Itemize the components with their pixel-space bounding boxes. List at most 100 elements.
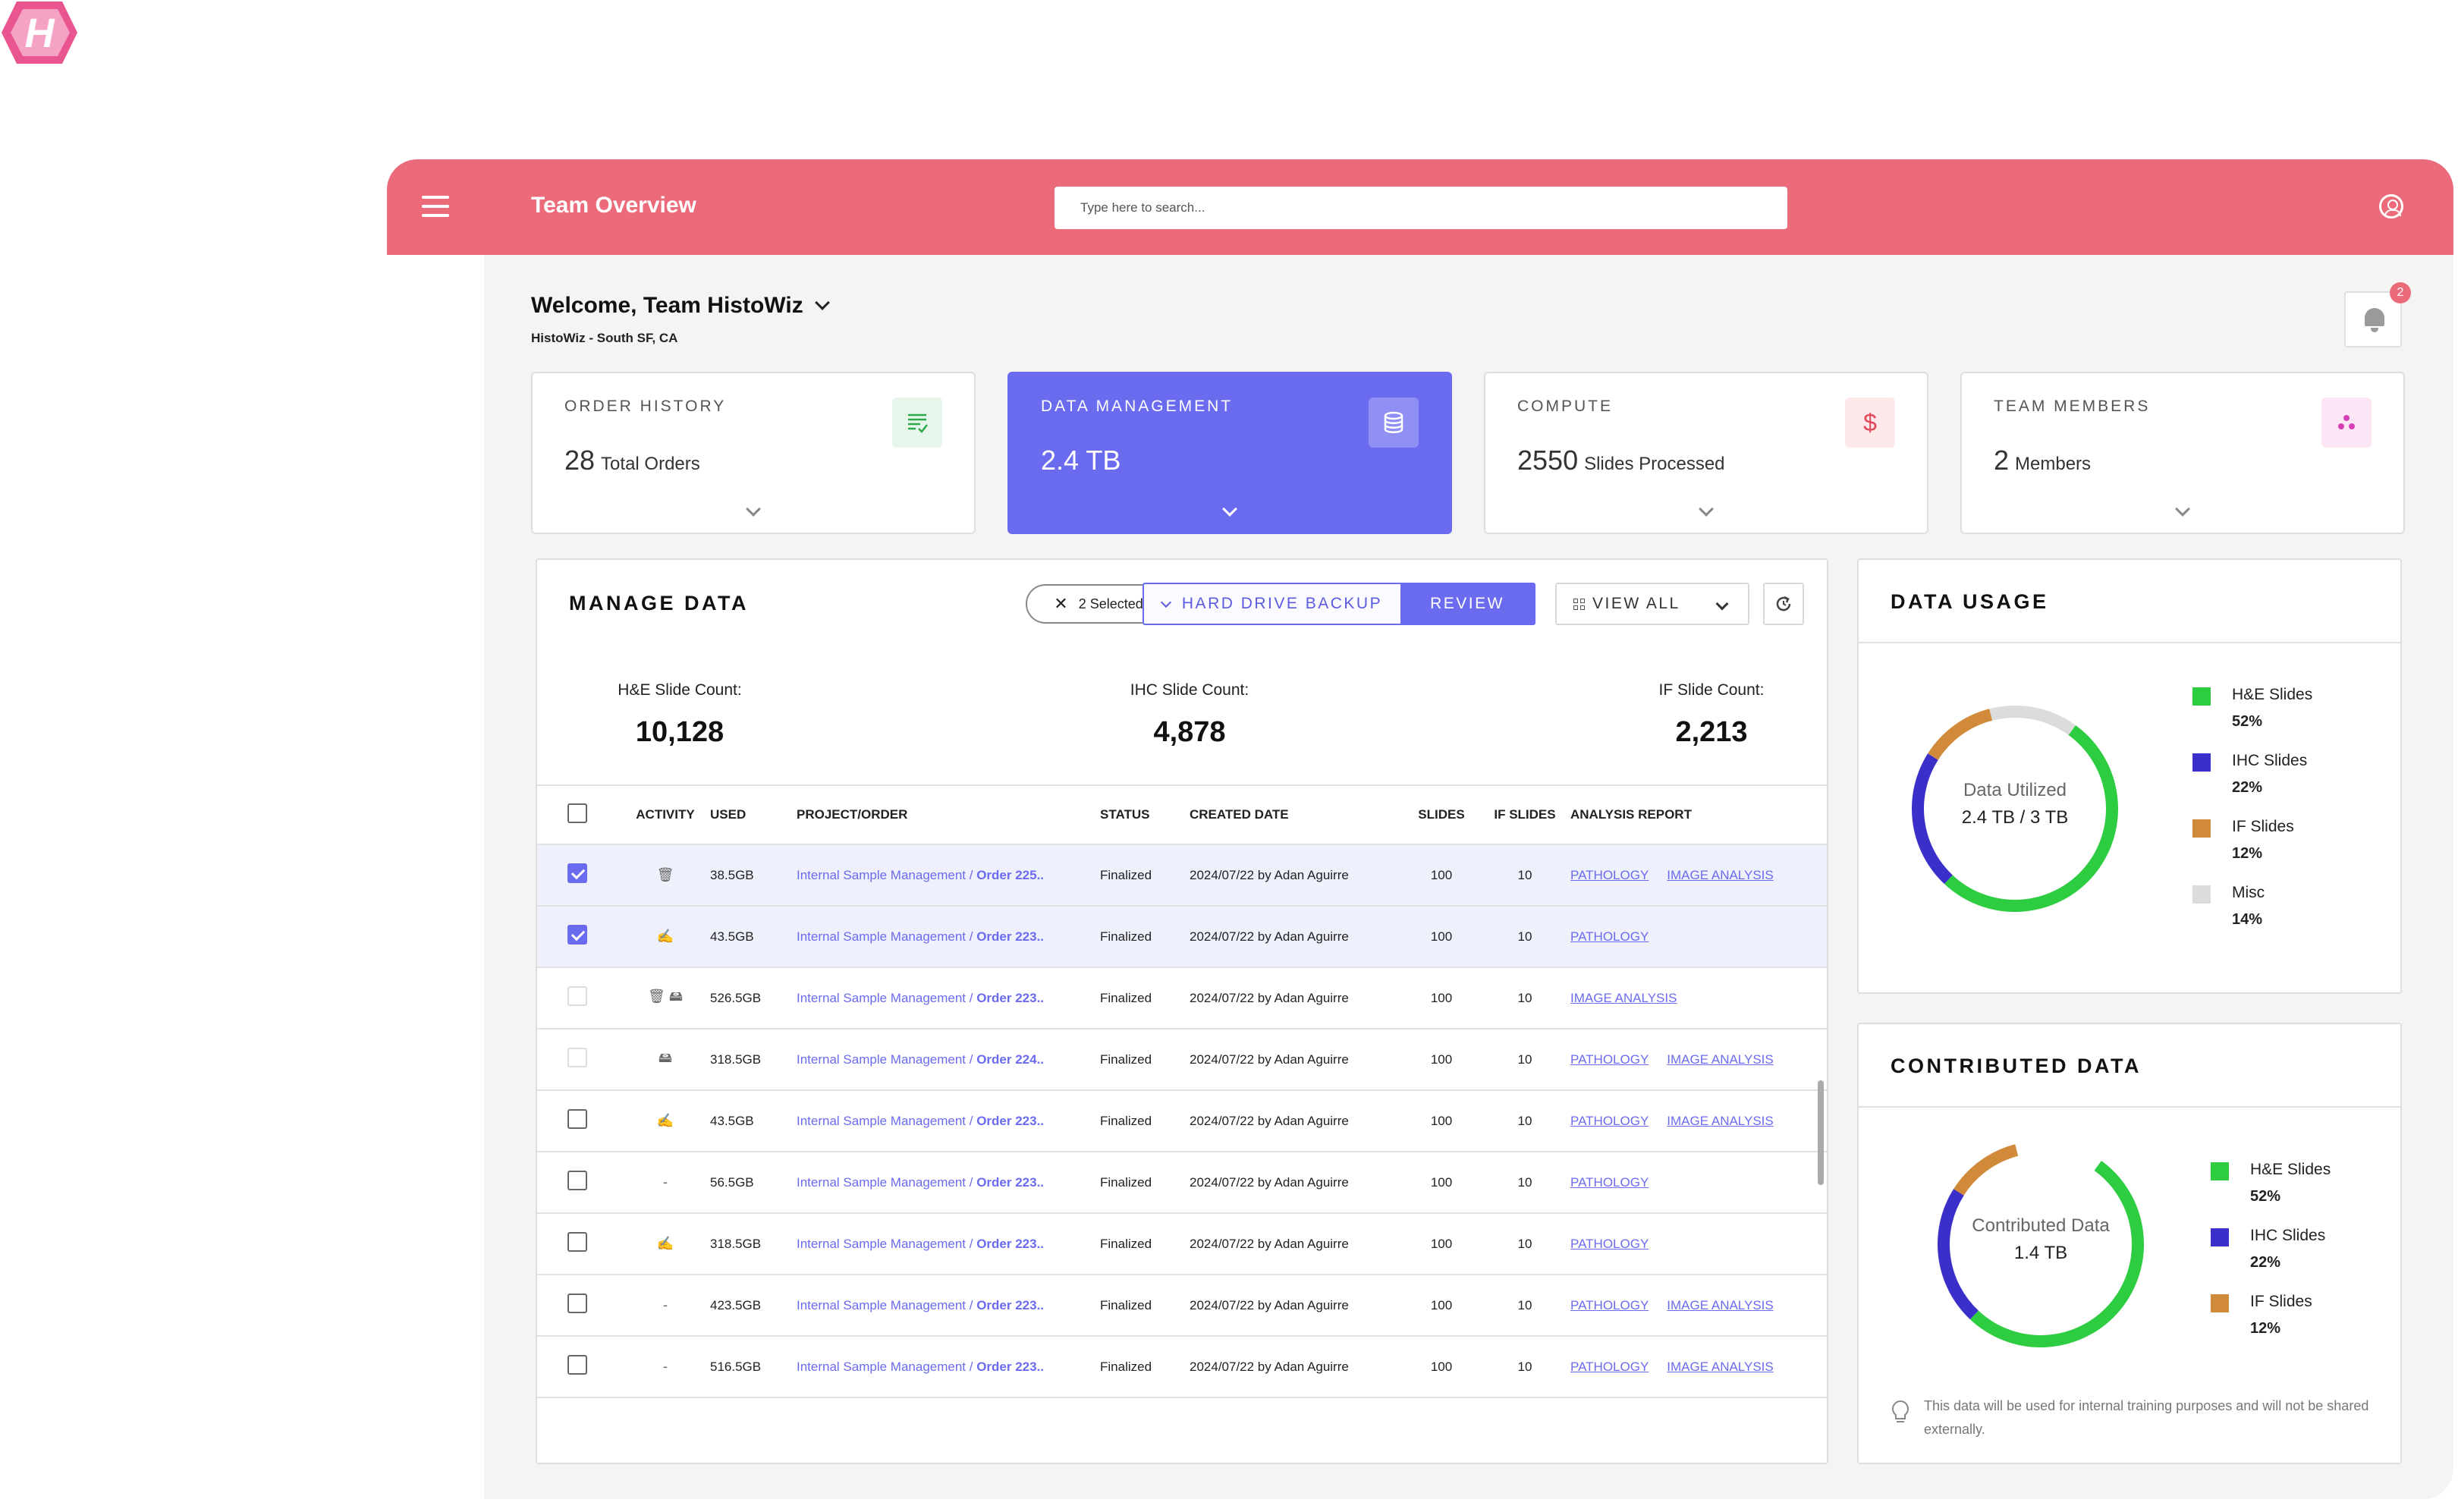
report-link-pathology[interactable]: PATHOLOGY: [1570, 1051, 1649, 1067]
donut-segment: [1938, 1189, 1979, 1320]
activity-icon[interactable]: ✍: [656, 1113, 674, 1128]
activity-icon[interactable]: 🖴: [658, 1049, 673, 1065]
row-checkbox[interactable]: [567, 1109, 587, 1129]
col-slides[interactable]: SLIDES: [1403, 784, 1479, 845]
row-checkbox[interactable]: [567, 1355, 587, 1375]
order-id: Order 223..: [976, 1297, 1045, 1312]
activity-icon[interactable]: -: [663, 1297, 668, 1312]
report-link-image-analysis[interactable]: IMAGE ANALYSIS: [1667, 1113, 1774, 1128]
search-input[interactable]: [1055, 187, 1787, 229]
project-order-link[interactable]: Internal Sample Management / Order 223..: [797, 929, 1044, 944]
hamburger-menu-icon[interactable]: [422, 196, 449, 218]
report-link-image-analysis[interactable]: IMAGE ANALYSIS: [1667, 1359, 1774, 1374]
col-status[interactable]: STATUS: [1100, 784, 1190, 845]
chevron-down-icon: [1715, 597, 1729, 611]
project-order-link[interactable]: Internal Sample Management / Order 223..: [797, 1298, 1044, 1312]
divider: [1859, 1106, 2400, 1108]
activity-icon[interactable]: -: [663, 1359, 668, 1374]
close-icon[interactable]: ✕: [1054, 594, 1068, 613]
row-checkbox[interactable]: [567, 1232, 587, 1252]
report-link-image-analysis[interactable]: IMAGE ANALYSIS: [1667, 867, 1774, 882]
table-row[interactable]: 🗑 38.5GB Internal Sample Management / Orde…: [537, 844, 1827, 907]
table-row[interactable]: ✍ 43.5GB Internal Sample Management / Orde…: [537, 1090, 1827, 1152]
col-used[interactable]: USED: [710, 784, 797, 845]
hard-drive-backup-dropdown[interactable]: HARD DRIVE BACKUP: [1144, 584, 1400, 624]
table-row[interactable]: ✍ 318.5GB Internal Sample Management / Ord…: [537, 1213, 1827, 1275]
legend-percent: 12%: [2232, 845, 2263, 862]
refresh-button[interactable]: [1763, 583, 1804, 625]
project-order-link[interactable]: Internal Sample Management / Order 224..: [797, 1052, 1044, 1067]
project-order-link[interactable]: Internal Sample Management / Order 223..: [797, 1114, 1044, 1128]
legend-percent: 52%: [2232, 713, 2263, 730]
team-members-card[interactable]: TEAM MEMBERS 2 Members: [1960, 372, 2405, 534]
report-link-pathology[interactable]: PATHOLOGY: [1570, 1359, 1649, 1374]
backup-label: HARD DRIVE BACKUP: [1181, 595, 1383, 612]
row-select-cell: [537, 1090, 621, 1152]
compute-card[interactable]: COMPUTE 2550 Slides Processed $: [1484, 372, 1928, 534]
project-order-link[interactable]: Internal Sample Management / Order 223..: [797, 1237, 1044, 1251]
if-slides-cell: 10: [1479, 1090, 1570, 1152]
legend-percent: 22%: [2250, 1254, 2281, 1271]
report-link-pathology[interactable]: PATHOLOGY: [1570, 1297, 1649, 1312]
activity-icon[interactable]: -: [663, 1174, 668, 1190]
data-management-card[interactable]: DATA MANAGEMENT 2.4 TB: [1007, 372, 1452, 534]
report-link-image-analysis[interactable]: IMAGE ANALYSIS: [1570, 990, 1677, 1005]
report-link-pathology[interactable]: PATHOLOGY: [1570, 867, 1649, 882]
report-link-pathology[interactable]: PATHOLOGY: [1570, 1174, 1649, 1190]
activity-icon[interactable]: ✍: [656, 1236, 674, 1251]
row-checkbox[interactable]: [567, 1171, 587, 1190]
report-link-image-analysis[interactable]: IMAGE ANALYSIS: [1667, 1051, 1774, 1067]
activity-cell: ✍: [621, 1090, 710, 1152]
table-row[interactable]: - 516.5GB Internal Sample Management / Ord…: [537, 1336, 1827, 1398]
slides-cell: 100: [1403, 1029, 1479, 1091]
activity-icon[interactable]: 🗑: [656, 867, 674, 882]
notifications-button[interactable]: 2: [2344, 282, 2411, 347]
if-slides-cell: 10: [1479, 1213, 1570, 1275]
report-link-pathology[interactable]: PATHOLOGY: [1570, 929, 1649, 944]
activity-icon[interactable]: ✍: [656, 929, 674, 944]
table-scrollbar[interactable]: [1818, 1080, 1824, 1185]
row-select-cell: [537, 1213, 621, 1275]
table-row[interactable]: - 56.5GB Internal Sample Management / Orde…: [537, 1152, 1827, 1214]
project-order-link[interactable]: Internal Sample Management / Order 223..: [797, 1360, 1044, 1374]
order-id: Order 223..: [976, 929, 1045, 944]
select-all-cell: [537, 784, 621, 845]
donut-segment: [1989, 706, 2076, 736]
table-row[interactable]: - 423.5GB Internal Sample Management / Ord…: [537, 1275, 1827, 1337]
col-project-order[interactable]: PROJECT/ORDER: [797, 784, 1100, 845]
order-history-card[interactable]: ORDER HISTORY 28 Total Orders: [531, 372, 976, 534]
if-slides-cell: 10: [1479, 844, 1570, 907]
project-order-link[interactable]: Internal Sample Management / Order 225..: [797, 868, 1044, 882]
select-all-checkbox[interactable]: [567, 803, 587, 823]
activity-cell: -: [621, 1336, 710, 1398]
col-analysis-report[interactable]: ANALYSIS REPORT: [1570, 784, 1827, 845]
row-checkbox[interactable]: [567, 1048, 587, 1067]
view-all-dropdown[interactable]: VIEW ALL: [1555, 583, 1749, 625]
col-created-date[interactable]: CREATED DATE: [1190, 784, 1403, 845]
report-link-pathology[interactable]: PATHOLOGY: [1570, 1113, 1649, 1128]
activity-icon[interactable]: 🗑 🖴: [647, 988, 684, 1004]
row-checkbox[interactable]: [567, 1294, 587, 1313]
col-activity[interactable]: ACTIVITY: [621, 784, 710, 845]
table-row[interactable]: 🖴 318.5GB Internal Sample Management / Ord…: [537, 1029, 1827, 1091]
stat-label: H&E Slide Count:: [618, 681, 742, 699]
col-if-slides[interactable]: IF SLIDES: [1479, 784, 1570, 845]
project-order-link[interactable]: Internal Sample Management / Order 223..: [797, 1175, 1044, 1190]
report-link-pathology[interactable]: PATHOLOGY: [1570, 1236, 1649, 1251]
row-checkbox[interactable]: [567, 863, 587, 883]
chevron-down-icon: [814, 295, 830, 310]
table-row[interactable]: ✍ 43.5GB Internal Sample Management / Orde…: [537, 906, 1827, 968]
report-link-image-analysis[interactable]: IMAGE ANALYSIS: [1667, 1297, 1774, 1312]
table-row[interactable]: 🗑 🖴 526.5GB Internal Sample Management / O…: [537, 967, 1827, 1029]
project-order-link[interactable]: Internal Sample Management / Order 223..: [797, 991, 1044, 1005]
team-selector[interactable]: Welcome, Team HistoWiz: [531, 293, 830, 319]
row-checkbox[interactable]: [567, 986, 587, 1006]
histowiz-logo: H: [2, 2, 77, 64]
if-slides-cell: 10: [1479, 1152, 1570, 1214]
row-checkbox[interactable]: [567, 925, 587, 945]
user-account-icon[interactable]: [2379, 194, 2403, 218]
donut-center-value: 2.4 TB / 3 TB: [1961, 807, 2069, 828]
activity-cell: 🖴: [621, 1029, 710, 1091]
order-id: Order 224..: [976, 1051, 1045, 1067]
review-button[interactable]: REVIEW: [1400, 584, 1534, 624]
